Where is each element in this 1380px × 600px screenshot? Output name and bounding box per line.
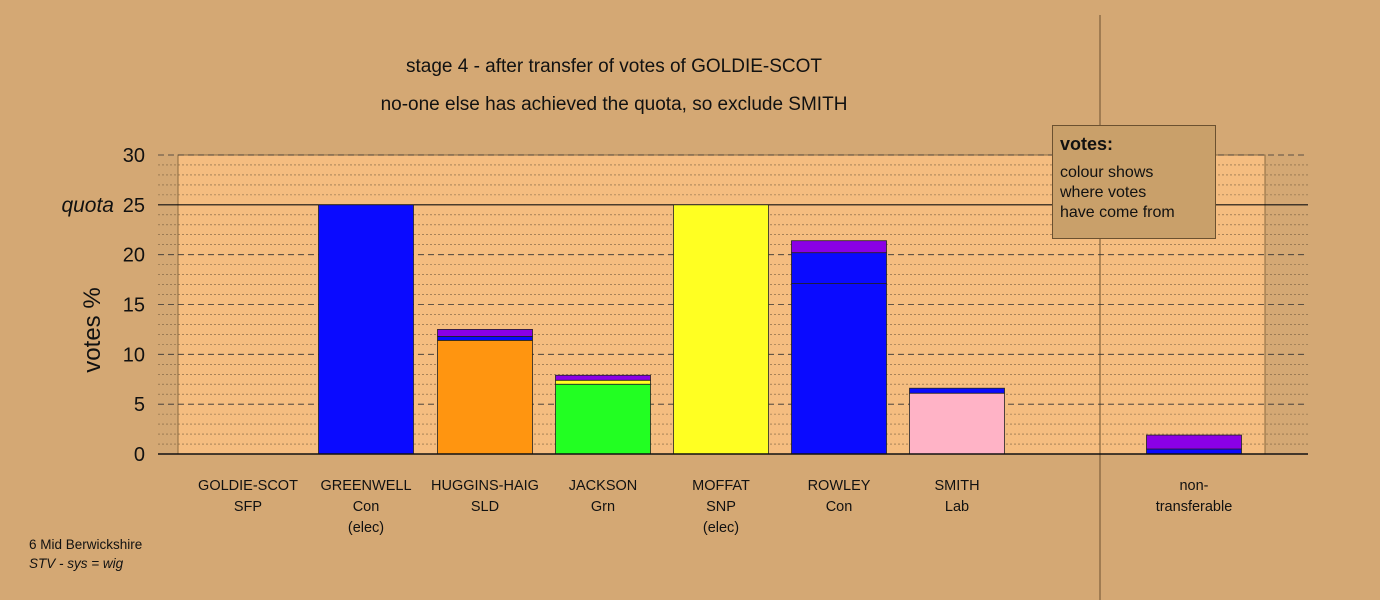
x-tick-label: (elec)	[703, 520, 739, 536]
footnote-system: STV - sys = wig	[29, 556, 124, 571]
legend-text: colour shows where votes have come from	[1060, 164, 1175, 221]
y-tick-label: 30	[123, 145, 145, 167]
legend-title: votes:	[1060, 134, 1114, 154]
y-tick-label: 15	[123, 295, 145, 317]
x-tick-label: Con	[826, 499, 853, 515]
x-tick-label: SLD	[471, 499, 499, 515]
bar-segment-moffat-0	[673, 204, 769, 455]
y-tick-label: 0	[134, 444, 145, 466]
bar-segment-greenwell-0	[318, 204, 414, 455]
quota-label: quota	[61, 194, 114, 217]
x-tick-label: Con	[353, 499, 380, 515]
legend-box: votes: colour shows where votes have com…	[1052, 125, 1216, 239]
bar-segment-smith-0	[909, 392, 1005, 455]
bar-segment-smith-1	[909, 387, 1005, 394]
bar-segment-jackson-1	[555, 379, 651, 385]
x-tick-label: Grn	[591, 499, 615, 515]
bar-segment-non--1	[1146, 434, 1242, 450]
y-tick-label: 20	[123, 245, 145, 267]
x-tick-label: non-	[1179, 478, 1208, 494]
y-tick-label: 10	[123, 344, 145, 366]
x-tick-label: Lab	[945, 499, 969, 515]
bar-segment-huggins-haig-2	[437, 329, 533, 337]
x-tick-label: SMITH	[934, 478, 979, 494]
chart-subtitle: no-one else has achieved the quota, so e…	[381, 94, 848, 115]
y-tick-label: 25	[123, 195, 145, 217]
x-tick-label: (elec)	[348, 520, 384, 536]
bar-segment-huggins-haig-1	[437, 335, 533, 341]
x-tick-label: HUGGINS-HAIG	[431, 478, 539, 494]
footnote-constituency: 6 Mid Berwickshire	[29, 537, 143, 552]
x-tick-label: GOLDIE-SCOT	[198, 478, 298, 494]
y-tick-label: 5	[134, 394, 145, 416]
bar-segment-jackson-2	[555, 374, 651, 381]
x-tick-label: MOFFAT	[692, 478, 750, 494]
chart-title: stage 4 - after transfer of votes of GOL…	[406, 56, 822, 77]
x-tick-label: GREENWELL	[320, 478, 411, 494]
x-tick-label: SFP	[234, 499, 262, 515]
x-tick-label: JACKSON	[569, 478, 638, 494]
bar-segment-huggins-haig-0	[437, 339, 533, 455]
bar-segment-rowley-0	[791, 283, 887, 455]
bar-segment-rowley-2	[791, 240, 887, 254]
bar-segment-jackson-0	[555, 383, 651, 455]
bar-segment-non--0	[1146, 448, 1242, 455]
x-tick-label: transferable	[1156, 499, 1233, 515]
x-tick-label: ROWLEY	[808, 478, 871, 494]
x-tick-label: SNP	[706, 499, 736, 515]
y-axis-label: votes %	[79, 287, 106, 372]
bar-segment-rowley-1	[791, 252, 887, 284]
